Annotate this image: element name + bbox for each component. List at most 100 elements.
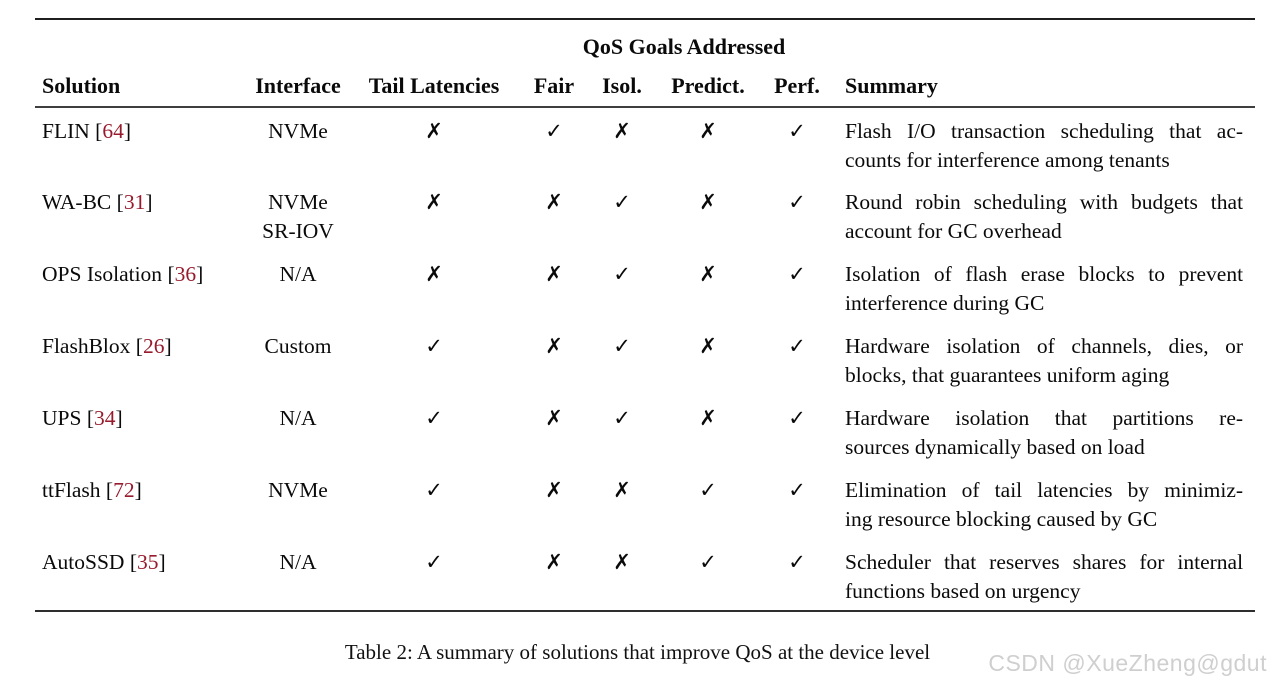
goal-mark-isol: ✗ — [613, 119, 631, 143]
summary-line-2: account for GC overhead — [845, 219, 1062, 243]
goal-mark-isol: ✓ — [613, 262, 631, 286]
interface-cell: Custom — [248, 323, 348, 395]
bracket-close: ] — [196, 262, 204, 286]
interface-cell: N/A — [248, 539, 348, 611]
goal-mark-predict: ✓ — [699, 478, 717, 502]
interface-line-1: N/A — [279, 406, 317, 430]
summary-line-1: Hardware isolation of channels, dies, or — [845, 334, 1244, 358]
column-header-interface: Interface — [248, 66, 348, 108]
goal-mark-tail-latencies: ✗ — [425, 119, 443, 143]
summary-line-2: sources dynamically based on load — [845, 435, 1145, 459]
summary-cell: Flash I/O transaction scheduling that ac… — [834, 107, 1255, 179]
solution-name: OPS Isolation — [42, 262, 163, 286]
summary-line-1: Elimination of tail latencies by minimiz… — [845, 478, 1244, 502]
solution-cell: AutoSSD [35] — [35, 539, 248, 611]
goal-mark-isol: ✗ — [613, 550, 631, 574]
bracket-open: [ — [135, 334, 143, 358]
bracket-close: ] — [158, 550, 166, 574]
summary-line-2: functions based on urgency — [845, 579, 1081, 603]
solution-cell: ttFlash [72] — [35, 467, 248, 539]
goal-mark-perf: ✓ — [788, 262, 806, 286]
watermark: CSDN @XueZheng@gdut — [988, 650, 1267, 676]
goal-mark-isol: ✗ — [613, 478, 631, 502]
interface-cell: NVMe — [248, 467, 348, 539]
goal-mark-predict: ✗ — [699, 262, 717, 286]
table-caption: Table 2: A summary of solutions that imp… — [344, 640, 931, 664]
table-row: AutoSSD [35] N/A ✓ ✗ ✗ ✓ ✓ Scheduler tha… — [35, 539, 1255, 611]
interface-line-1: NVMe — [268, 119, 328, 143]
interface-line-1: Custom — [264, 334, 332, 358]
bracket-open: [ — [86, 406, 94, 430]
citation-ref: 64 — [102, 119, 124, 143]
goal-mark-isol: ✓ — [613, 190, 631, 214]
summary-line-2: blocks, that guarantees uniform aging — [845, 363, 1170, 387]
summary-line-1: Scheduler that reserves shares for inter… — [845, 550, 1244, 574]
summary-line-1: Hardware isolation that partitions re- — [845, 406, 1244, 430]
goal-mark-fair: ✗ — [545, 550, 563, 574]
summary-line-1: Isolation of flash erase blocks to preve… — [845, 262, 1244, 286]
solution-name: FlashBlox — [42, 334, 131, 358]
solution-name: UPS — [42, 406, 82, 430]
interface-line-1: N/A — [279, 550, 317, 574]
column-header-fair: Fair — [520, 66, 588, 108]
table-row: FLIN [64] NVMe ✗ ✓ ✗ ✗ ✓ Flash I/O trans… — [35, 107, 1255, 179]
column-header-isol: Isol. — [588, 66, 656, 108]
bracket-open: [ — [116, 190, 124, 214]
goal-mark-perf: ✓ — [788, 550, 806, 574]
solution-cell: WA-BC [31] — [35, 179, 248, 251]
goal-mark-perf: ✓ — [788, 334, 806, 358]
goal-mark-perf: ✓ — [788, 119, 806, 143]
goal-mark-fair: ✗ — [545, 262, 563, 286]
citation-ref: 36 — [174, 262, 197, 286]
bracket-open: [ — [95, 119, 103, 143]
goal-mark-tail-latencies: ✓ — [425, 406, 443, 430]
goal-mark-predict: ✗ — [699, 119, 717, 143]
goal-mark-tail-latencies: ✓ — [425, 478, 443, 502]
goal-mark-tail-latencies: ✓ — [425, 550, 443, 574]
column-header-solution: Solution — [35, 66, 248, 108]
table-row: UPS [34] N/A ✓ ✗ ✓ ✗ ✓ Hardware isolatio… — [35, 395, 1255, 467]
goal-mark-predict: ✗ — [699, 406, 717, 430]
goal-mark-predict: ✓ — [699, 550, 717, 574]
bracket-close: ] — [164, 334, 172, 358]
solution-name: AutoSSD — [42, 550, 125, 574]
column-header-summary: Summary — [834, 66, 1256, 108]
goal-mark-predict: ✗ — [699, 190, 717, 214]
citation-ref: 26 — [142, 334, 165, 358]
interface-cell: N/A — [248, 395, 348, 467]
goal-mark-fair: ✗ — [545, 406, 563, 430]
qos-solutions-table: QoS Goals Addressed Solution Interface T… — [35, 18, 1256, 612]
solution-cell: OPS Isolation [36] — [35, 251, 248, 323]
column-header-row: Solution Interface Tail Latencies Fair I… — [35, 66, 1256, 108]
goal-mark-fair: ✓ — [545, 119, 563, 143]
solution-name: WA-BC — [42, 190, 112, 214]
goal-mark-isol: ✓ — [613, 334, 631, 358]
solution-cell: FLIN [64] — [35, 107, 248, 179]
goal-mark-predict: ✗ — [699, 334, 717, 358]
solution-cell: FlashBlox [26] — [35, 323, 248, 395]
interface-cell: NVMe — [248, 107, 348, 179]
bracket-open: [ — [167, 262, 175, 286]
table-row: ttFlash [72] NVMe ✓ ✗ ✗ ✓ ✓ Elimination … — [35, 467, 1255, 539]
bracket-close: ] — [134, 478, 142, 502]
goal-mark-tail-latencies: ✗ — [425, 190, 443, 214]
goal-mark-isol: ✓ — [613, 406, 631, 430]
summary-line-1: Flash I/O transaction scheduling that ac… — [845, 119, 1244, 143]
goal-mark-tail-latencies: ✓ — [425, 334, 443, 358]
span-header-row: QoS Goals Addressed — [35, 19, 1255, 66]
goal-mark-fair: ✗ — [545, 334, 563, 358]
column-header-perf: Perf. — [760, 66, 834, 108]
bracket-close: ] — [123, 119, 131, 143]
goal-mark-fair: ✗ — [545, 190, 563, 214]
goal-mark-perf: ✓ — [788, 478, 806, 502]
interface-line-1: NVMe — [268, 190, 328, 214]
goal-mark-tail-latencies: ✗ — [425, 262, 443, 286]
interface-cell: NVMe SR-IOV — [248, 179, 348, 251]
goal-mark-perf: ✓ — [788, 406, 806, 430]
goal-mark-perf: ✓ — [788, 190, 806, 214]
bracket-close: ] — [115, 406, 123, 430]
table-span-header: QoS Goals Addressed — [582, 34, 786, 59]
goal-mark-fair: ✗ — [545, 478, 563, 502]
bracket-open: [ — [105, 478, 114, 502]
